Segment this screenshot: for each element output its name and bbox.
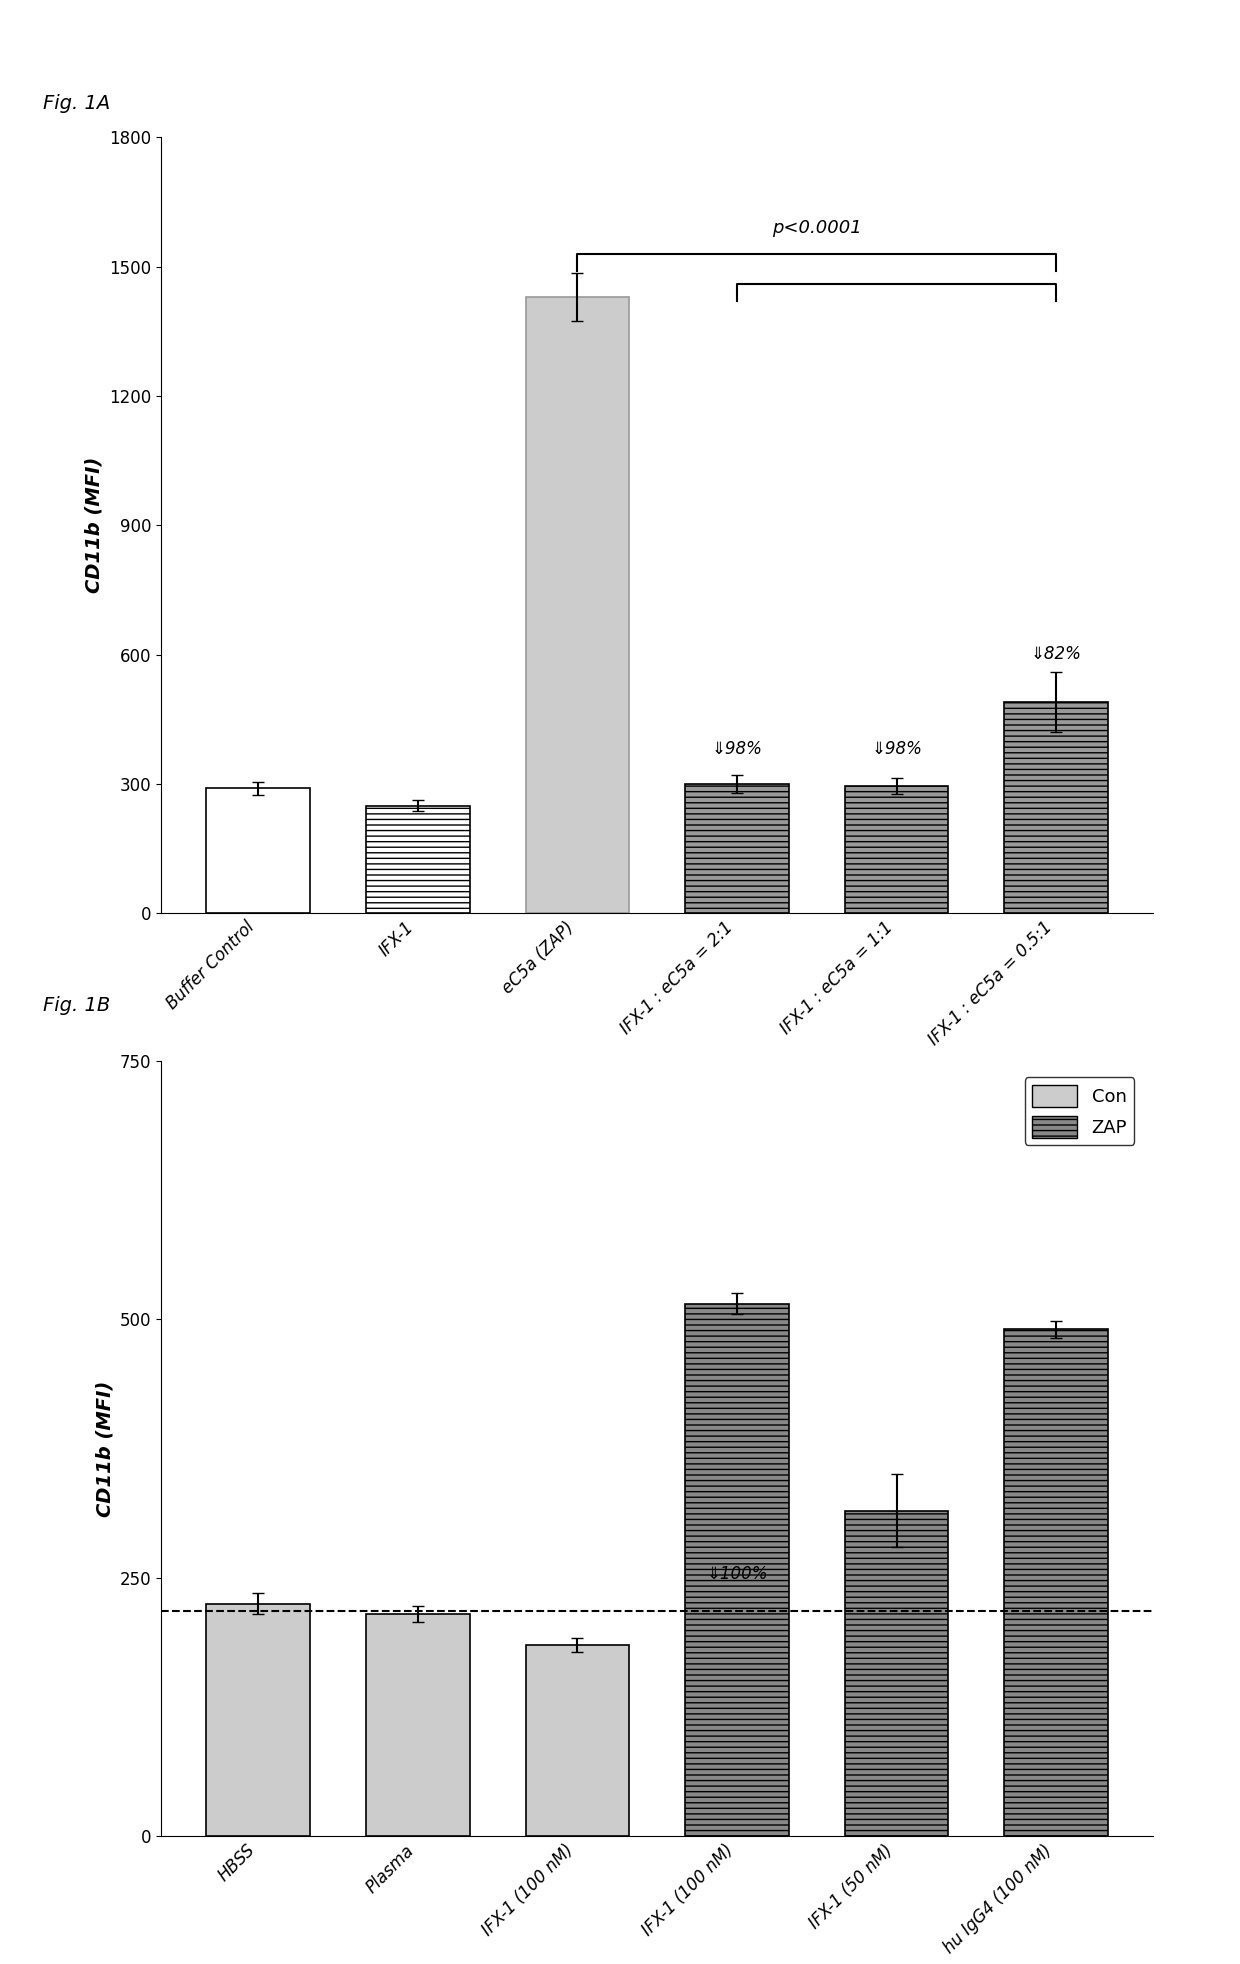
Text: ⇓98%: ⇓98% xyxy=(712,740,763,758)
Bar xyxy=(686,784,789,913)
Text: Fig. 1A: Fig. 1A xyxy=(43,94,110,114)
Bar xyxy=(366,1614,470,1836)
Y-axis label: CD11b (MFI): CD11b (MFI) xyxy=(84,458,104,593)
Text: ⇓98%: ⇓98% xyxy=(872,740,923,758)
Bar xyxy=(1004,1330,1109,1836)
Bar xyxy=(366,805,470,913)
Bar xyxy=(526,1646,629,1836)
Text: Fig. 1B: Fig. 1B xyxy=(43,996,110,1015)
Bar xyxy=(844,1510,949,1836)
Text: ⇓100%: ⇓100% xyxy=(707,1565,768,1583)
Text: ⇓82%: ⇓82% xyxy=(1030,646,1081,664)
Bar xyxy=(1004,701,1109,913)
Bar xyxy=(206,1603,310,1836)
Legend: Con, ZAP: Con, ZAP xyxy=(1024,1078,1135,1145)
Text: p<0.0001: p<0.0001 xyxy=(773,218,862,236)
Y-axis label: CD11b (MFI): CD11b (MFI) xyxy=(95,1381,114,1516)
Bar xyxy=(844,786,949,913)
Bar xyxy=(686,1304,789,1836)
Bar xyxy=(206,788,310,913)
Bar xyxy=(526,297,629,913)
